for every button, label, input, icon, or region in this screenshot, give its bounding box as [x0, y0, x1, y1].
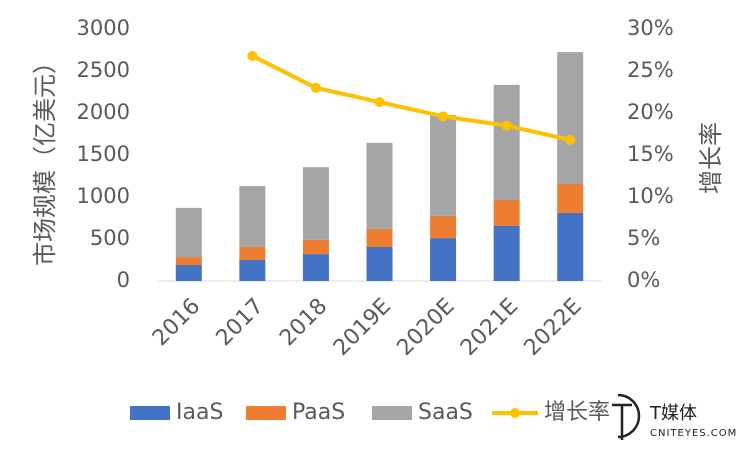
bar — [302, 239, 329, 255]
watermark: T媒体 CNITEYES.COM — [612, 393, 737, 440]
y-axis-title: 市场规模（亿美元） — [31, 50, 59, 266]
line-marker — [374, 97, 385, 108]
legend-swatch — [246, 406, 286, 420]
y2-tick-label: 10% — [627, 184, 674, 208]
bar — [175, 257, 202, 266]
line-marker — [438, 111, 449, 122]
line-marker — [501, 120, 512, 131]
bar — [493, 84, 520, 200]
bar — [493, 225, 520, 281]
bar — [493, 199, 520, 226]
bar — [557, 212, 584, 281]
bar — [430, 238, 457, 281]
y-tick-label: 2500 — [77, 58, 130, 82]
y-tick-label: 500 — [90, 226, 130, 250]
y2-tick-label: 0% — [627, 268, 660, 292]
bar — [430, 115, 457, 216]
y2-tick-label: 25% — [627, 58, 674, 82]
bar — [366, 228, 393, 247]
bar — [239, 186, 266, 247]
bar — [175, 265, 202, 281]
legend-label: PaaS — [292, 400, 345, 425]
bar — [239, 260, 266, 281]
bar — [557, 183, 584, 213]
bar — [302, 167, 329, 240]
legend-swatch — [510, 408, 520, 418]
y-tick-label: 1500 — [77, 142, 130, 166]
y-tick-label: 2000 — [77, 100, 130, 124]
legend-label: SaaS — [418, 400, 473, 425]
bar — [175, 207, 202, 258]
legend-label: IaaS — [176, 400, 223, 425]
y2-tick-label: 5% — [627, 226, 660, 250]
bar — [366, 142, 393, 229]
bar — [302, 254, 329, 281]
y2-axis-title: 增长率 — [697, 122, 725, 194]
y-tick-label: 1000 — [77, 184, 130, 208]
bar — [430, 215, 457, 239]
watermark-site: CNITEYES.COM — [650, 428, 737, 439]
bar — [366, 246, 393, 281]
bar — [557, 52, 584, 184]
y-tick-label: 3000 — [77, 16, 130, 40]
watermark-brand: T媒体 — [649, 403, 697, 424]
y2-tick-label: 20% — [627, 100, 674, 124]
y-tick-label: 0 — [117, 268, 130, 292]
legend-swatch — [372, 406, 412, 420]
line — [251, 54, 571, 142]
y2-tick-label: 15% — [627, 142, 674, 166]
line-marker — [247, 50, 258, 61]
y2-tick-label: 30% — [627, 16, 674, 40]
watermark-logo — [617, 393, 641, 439]
line-marker — [565, 134, 576, 145]
line-marker — [310, 82, 321, 93]
bar — [239, 246, 266, 260]
legend-label: 增长率 — [544, 400, 610, 425]
legend-swatch — [130, 406, 170, 420]
